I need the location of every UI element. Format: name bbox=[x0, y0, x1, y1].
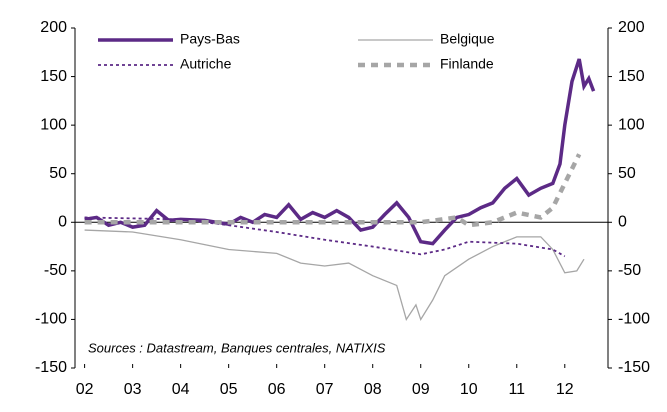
x-tick-label: 02 bbox=[76, 381, 94, 398]
y-tick-label: -50 bbox=[44, 262, 67, 279]
series-line bbox=[84, 216, 566, 258]
y2-tick-label: -50 bbox=[618, 262, 641, 279]
x-tick-label: 08 bbox=[364, 381, 382, 398]
y2-tick-label: 50 bbox=[618, 165, 636, 182]
series-line bbox=[84, 58, 596, 246]
y2-tick-label: 100 bbox=[618, 116, 645, 133]
x-tick-label: 06 bbox=[268, 381, 286, 398]
annotation: Sources : Datastream, Banques centrales,… bbox=[88, 340, 386, 355]
y-tick-label: 150 bbox=[40, 68, 67, 85]
x-tick-label: 12 bbox=[556, 381, 574, 398]
x-tick-label: 11 bbox=[508, 381, 525, 398]
y2-tick-label: -100 bbox=[618, 311, 650, 328]
series-line bbox=[84, 153, 582, 228]
y-tick-label: 0 bbox=[58, 214, 67, 231]
y2-tick-label: 0 bbox=[618, 214, 627, 231]
legend-label: Pays-Bas bbox=[180, 31, 240, 47]
legend-label: Finlande bbox=[440, 56, 494, 72]
x-tick-label: 04 bbox=[172, 381, 190, 398]
legend-label: Belgique bbox=[440, 31, 495, 47]
series-line bbox=[84, 229, 585, 321]
x-tick-label: 05 bbox=[220, 381, 238, 398]
x-tick-label: 10 bbox=[460, 381, 478, 398]
y-tick-label: -100 bbox=[35, 311, 67, 328]
y-tick-label: -150 bbox=[35, 359, 67, 376]
x-tick-label: 09 bbox=[412, 381, 430, 398]
y2-tick-label: -150 bbox=[618, 359, 650, 376]
y2-tick-label: 150 bbox=[618, 68, 645, 85]
y-tick-label: 200 bbox=[40, 19, 67, 36]
y-tick-label: 100 bbox=[40, 116, 67, 133]
x-tick-label: 07 bbox=[316, 381, 334, 398]
y-tick-label: 50 bbox=[49, 165, 67, 182]
legend-label: Autriche bbox=[180, 56, 232, 72]
y2-tick-label: 200 bbox=[618, 19, 645, 36]
x-tick-label: 03 bbox=[124, 381, 142, 398]
